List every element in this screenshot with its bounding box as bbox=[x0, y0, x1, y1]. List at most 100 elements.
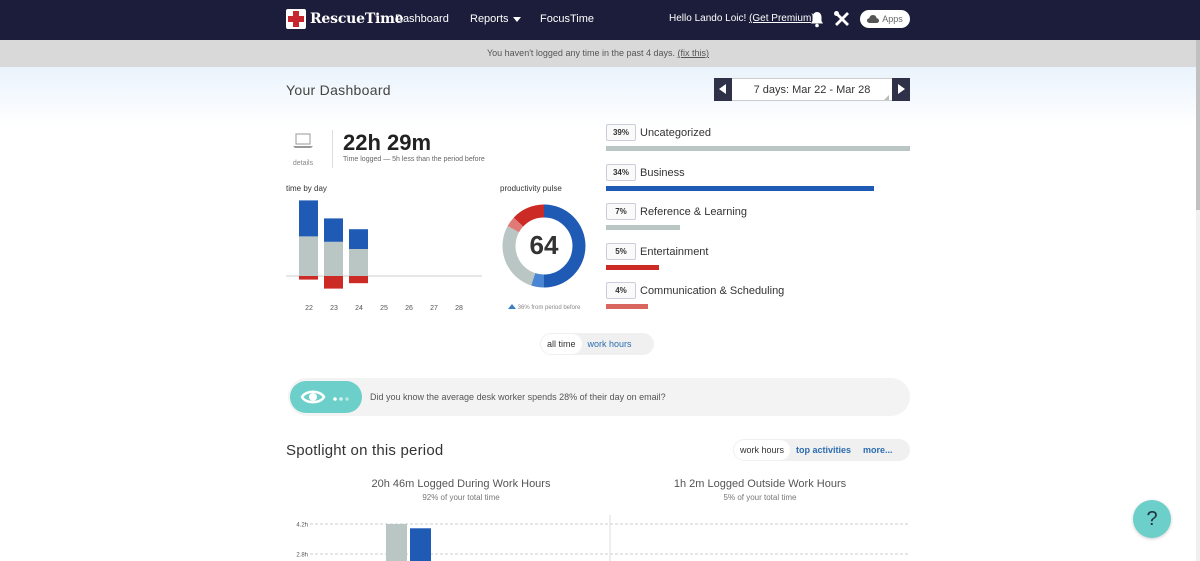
productivity-pulse-donut[interactable] bbox=[500, 202, 588, 290]
logo[interactable]: RescueTime bbox=[286, 9, 404, 29]
tab-work-hours[interactable]: work hours bbox=[734, 440, 791, 460]
nav-reports[interactable]: Reports bbox=[470, 13, 521, 25]
apps-label: Apps bbox=[882, 14, 903, 24]
category-percent: 5% bbox=[606, 243, 636, 261]
time-by-day-label: time by day bbox=[286, 184, 327, 193]
category-percent: 39% bbox=[606, 124, 636, 142]
bar-productive[interactable] bbox=[299, 200, 318, 237]
bar-neutral[interactable] bbox=[349, 249, 368, 276]
next-period-button[interactable] bbox=[892, 77, 910, 101]
bar-productive[interactable] bbox=[324, 218, 343, 242]
help-button[interactable]: ? bbox=[1133, 500, 1171, 538]
bell-icon[interactable] bbox=[809, 11, 825, 28]
category-percent: 7% bbox=[606, 203, 636, 221]
pulse-slice[interactable] bbox=[531, 273, 545, 288]
divider bbox=[332, 130, 333, 168]
category-bar bbox=[606, 186, 874, 191]
notice-text: You haven't logged any time in the past … bbox=[486, 48, 678, 58]
pulse-value: 64 bbox=[529, 230, 559, 260]
scrollbar-thumb[interactable] bbox=[1196, 40, 1200, 210]
eye-icon bbox=[300, 390, 349, 404]
chevron-right-icon bbox=[898, 84, 905, 94]
spotlight-outside-hours: 1h 2m Logged Outside Work Hours 5% of yo… bbox=[610, 478, 910, 502]
pulse-slice[interactable] bbox=[543, 204, 586, 288]
category-name: Uncategorized bbox=[640, 126, 711, 139]
laptop-icon bbox=[293, 133, 313, 148]
details-label: details bbox=[292, 160, 314, 167]
category-percent: 4% bbox=[606, 282, 636, 300]
date-range-label[interactable]: 7 days: Mar 22 - Mar 28 bbox=[732, 83, 892, 100]
spotlight-work-hours: 20h 46m Logged During Work Hours 92% of … bbox=[311, 478, 611, 502]
prev-period-button[interactable] bbox=[714, 77, 732, 101]
time-by-day-chart[interactable]: 22 23 24 25 26 27 28 bbox=[286, 196, 486, 316]
greeting: Hello Lando Loic! (Get Premium) bbox=[669, 13, 815, 24]
day-tick-label: 27 bbox=[430, 305, 438, 312]
scrollbar[interactable] bbox=[1196, 40, 1200, 561]
day-tick-label: 23 bbox=[330, 305, 338, 312]
header-gradient bbox=[0, 67, 1196, 127]
category-bar bbox=[606, 146, 910, 151]
pulse-change: 36% from period before bbox=[500, 304, 588, 311]
all-time-option[interactable]: all time bbox=[541, 334, 582, 354]
chevron-left-icon bbox=[719, 84, 726, 94]
apps-button[interactable]: Apps bbox=[860, 10, 910, 28]
bar-distracting[interactable] bbox=[299, 276, 318, 280]
y-tick-label: 4.2h bbox=[296, 523, 308, 529]
get-premium-link[interactable]: (Get Premium) bbox=[749, 13, 815, 24]
pulse-slice[interactable] bbox=[507, 217, 524, 233]
arrow-up-icon bbox=[507, 304, 516, 309]
greeting-text: Hello Lando Loic! bbox=[669, 13, 750, 24]
tip-badge[interactable] bbox=[290, 381, 362, 413]
category-bar bbox=[606, 225, 680, 230]
bar-neutral[interactable] bbox=[324, 241, 343, 276]
day-tick-label: 25 bbox=[380, 305, 388, 312]
pulse-slice[interactable] bbox=[502, 226, 536, 286]
spotlight-bar[interactable] bbox=[410, 528, 431, 561]
nav-reports-label: Reports bbox=[470, 13, 509, 25]
notice-bar: You haven't logged any time in the past … bbox=[0, 40, 1196, 67]
spotlight-title: Spotlight on this period bbox=[286, 442, 444, 459]
day-tick-label: 24 bbox=[355, 305, 363, 312]
category-row[interactable]: 5% Entertainment bbox=[606, 243, 708, 270]
tools-icon[interactable] bbox=[833, 10, 851, 28]
tab-top-activities[interactable]: top activities bbox=[796, 445, 852, 455]
category-row[interactable]: 34% Business bbox=[606, 164, 874, 191]
bar-productive[interactable] bbox=[349, 229, 368, 249]
details-button[interactable]: details bbox=[286, 133, 320, 167]
work-hours-heading: 20h 46m Logged During Work Hours bbox=[371, 478, 551, 490]
outside-hours-heading: 1h 2m Logged Outside Work Hours bbox=[673, 478, 847, 490]
productivity-pulse-label: productivity pulse bbox=[500, 184, 562, 193]
spotlight-bar[interactable] bbox=[386, 524, 407, 561]
category-row[interactable]: 4% Communication & Scheduling bbox=[606, 282, 785, 309]
time-scope-toggle[interactable]: all time work hours bbox=[540, 333, 654, 355]
category-percent: 34% bbox=[606, 164, 636, 182]
bar-distracting[interactable] bbox=[324, 276, 343, 289]
tip-text: Did you know the average desk worker spe… bbox=[370, 392, 666, 402]
bar-neutral[interactable] bbox=[299, 236, 318, 276]
category-bar bbox=[606, 304, 648, 309]
chevron-down-icon bbox=[512, 16, 521, 22]
nav-focustime[interactable]: FocusTime bbox=[540, 13, 594, 25]
category-name: Business bbox=[640, 166, 685, 179]
fix-this-link[interactable]: (fix this) bbox=[677, 48, 710, 58]
tip-bar: Did you know the average desk worker spe… bbox=[288, 378, 910, 416]
category-name: Reference & Learning bbox=[640, 205, 748, 218]
spotlight-chart[interactable]: 4.2h 2.8h bbox=[286, 515, 910, 561]
bar-distracting[interactable] bbox=[349, 276, 368, 284]
category-bar bbox=[606, 265, 659, 270]
date-picker[interactable]: 7 days: Mar 22 - Mar 28 bbox=[714, 77, 910, 101]
pulse-change-text: 36% from period before bbox=[517, 305, 581, 311]
date-range-text: 7 days: Mar 22 - Mar 28 bbox=[753, 83, 871, 96]
nav-dashboard[interactable]: Dashboard bbox=[395, 13, 449, 25]
category-row[interactable]: 39% Uncategorized bbox=[606, 124, 910, 151]
logo-cross-icon bbox=[286, 9, 306, 29]
work-hours-option[interactable]: work hours bbox=[587, 339, 632, 349]
pulse-slice[interactable] bbox=[513, 204, 545, 227]
category-name: Communication & Scheduling bbox=[640, 284, 785, 297]
top-nav: RescueTime Dashboard Reports FocusTime H… bbox=[0, 0, 1200, 40]
spotlight-tabs: work hours top activities more... bbox=[733, 439, 910, 461]
tab-more[interactable]: more... bbox=[863, 445, 893, 455]
page-title: Your Dashboard bbox=[286, 82, 391, 98]
resize-corner-icon bbox=[884, 94, 889, 100]
category-row[interactable]: 7% Reference & Learning bbox=[606, 203, 748, 230]
